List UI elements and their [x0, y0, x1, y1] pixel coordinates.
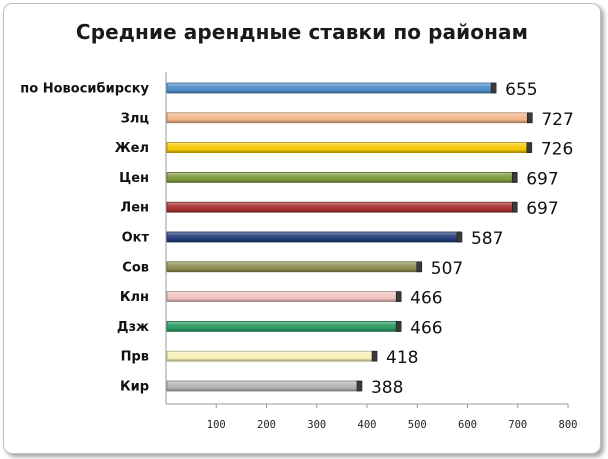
x-tick-label: 800: [559, 419, 578, 431]
bar-end-cap: [371, 350, 378, 362]
x-tick-label: 300: [307, 419, 326, 431]
bar-end-cap: [511, 201, 518, 213]
category-label: Окт: [122, 231, 150, 246]
bar-end-cap: [416, 261, 423, 273]
bar-end-cap: [511, 172, 518, 183]
x-tick-label: 600: [458, 419, 477, 431]
bar-end-cap: [395, 321, 402, 332]
bar: [166, 201, 517, 213]
bar: [166, 380, 362, 392]
data-label: 587: [471, 229, 503, 249]
data-label: 697: [526, 199, 558, 219]
bar: [166, 82, 496, 94]
bar: [166, 171, 517, 183]
chart-bars: [166, 82, 533, 392]
data-label: 726: [541, 140, 573, 160]
category-label: Сов: [122, 260, 149, 275]
bar-end-cap: [395, 291, 402, 302]
x-tick-label: 200: [257, 419, 276, 431]
category-labels: по Новосибирску Злц Жел Цен Лен Окт Сов Клн Дзж П…: [20, 82, 149, 395]
category-label: Цен: [119, 171, 149, 186]
data-label: 466: [410, 318, 442, 338]
category-label: Прв: [121, 350, 149, 365]
bar: [166, 142, 532, 154]
category-label: Лен: [120, 201, 149, 216]
category-label: Клн: [120, 290, 149, 305]
x-axis-ticks: 100 200 300 400 500 600 700 800: [207, 404, 578, 431]
category-label: по Новосибирску: [20, 82, 149, 97]
category-label: Кир: [120, 380, 149, 395]
chart-frame: [3, 3, 601, 454]
data-label: 418: [386, 348, 418, 368]
x-tick-label: 400: [358, 419, 377, 431]
data-label: 697: [526, 169, 558, 189]
category-label: Дзж: [117, 320, 149, 335]
data-label: 655: [505, 80, 537, 100]
data-label: 727: [541, 110, 573, 130]
bar: [166, 320, 401, 332]
bar: [166, 261, 422, 273]
bar: [166, 291, 401, 303]
bar-end-cap: [356, 380, 363, 392]
bar: [166, 350, 377, 362]
bar-end-cap: [456, 231, 463, 243]
x-tick-label: 700: [508, 419, 527, 431]
chart-title: Средние арендные ставки по районам: [75, 20, 529, 44]
data-label: 466: [410, 289, 442, 309]
bar: [166, 112, 532, 124]
x-tick-label: 500: [408, 419, 427, 431]
data-label: 507: [431, 259, 463, 279]
bar: [166, 231, 462, 243]
bar-end-cap: [527, 112, 533, 124]
data-label: 388: [371, 378, 403, 398]
category-label: Жел: [115, 141, 149, 156]
x-tick-label: 100: [207, 419, 226, 431]
bar-end-cap: [526, 142, 533, 153]
category-label: Злц: [121, 111, 150, 126]
bar-end-cap: [490, 82, 497, 94]
